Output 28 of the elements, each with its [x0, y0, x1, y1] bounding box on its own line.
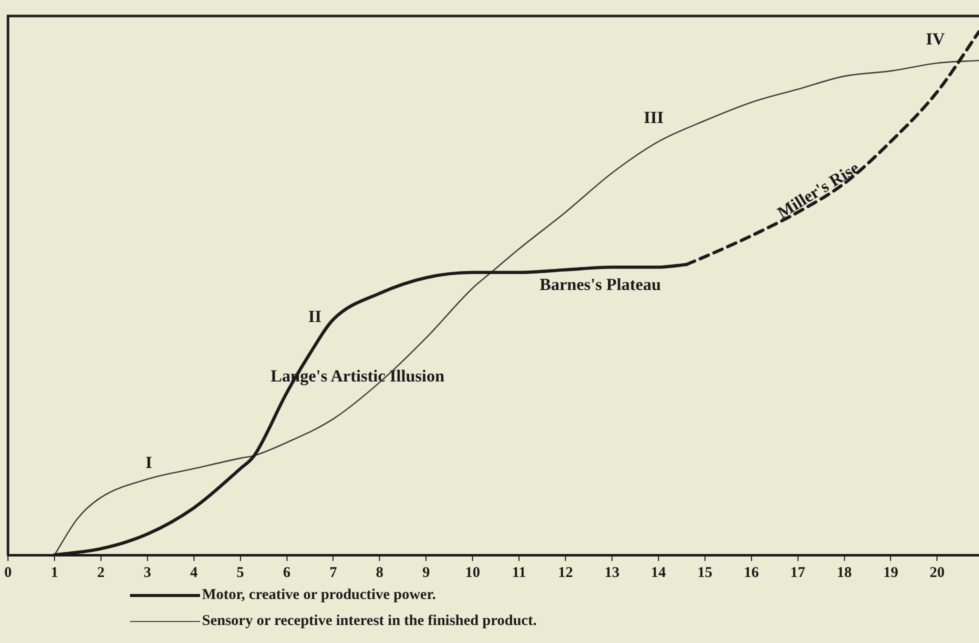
x-tick-label: 6: [283, 564, 292, 581]
annotation: III: [644, 108, 664, 127]
annotation: IV: [926, 30, 946, 49]
x-tick-label: 0: [4, 564, 12, 581]
annotation: I: [145, 452, 152, 472]
x-tick-label: 18: [836, 564, 852, 581]
x-tick-label: 11: [512, 564, 526, 581]
x-tick-label: 3: [144, 564, 152, 581]
x-tick-label: 17: [790, 564, 806, 581]
x-tick-label: 5: [236, 564, 244, 581]
x-tick-label: 1: [50, 564, 58, 581]
x-tick-label: 20: [930, 564, 945, 581]
legend-label: Sensory or receptive interest in the finished product.: [202, 612, 537, 630]
annotation: Barnes's Plateau: [540, 274, 661, 294]
x-tick-label: 4: [190, 564, 198, 581]
x-tick-label: 8: [376, 564, 384, 581]
x-tick-label: 15: [697, 564, 712, 581]
x-tick-label: 2: [97, 564, 105, 581]
annotation: II: [308, 307, 322, 326]
x-tick-label: 14: [650, 564, 666, 581]
x-tick-label: 10: [465, 564, 480, 581]
x-tick-label: 12: [558, 564, 574, 581]
x-tick-label: 16: [744, 564, 760, 581]
legend-label: Motor, creative or productive power.: [202, 586, 436, 604]
x-tick-label: 9: [422, 564, 430, 581]
x-tick-label: 19: [883, 564, 898, 581]
x-tick-label: 7: [329, 564, 338, 581]
x-tick-label: 13: [604, 564, 620, 581]
